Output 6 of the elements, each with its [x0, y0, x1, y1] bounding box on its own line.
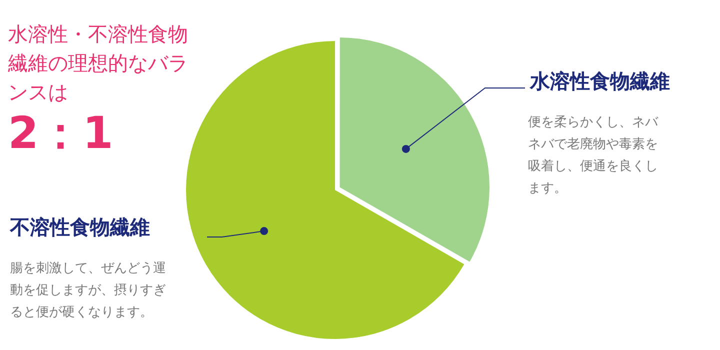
- text: 便を柔らかくし、ネバネバで老廃物や毒素を吸着し、便通を良くします。: [528, 114, 659, 198]
- slice-label: 水溶性食物繊維: [530, 68, 670, 95]
- text: 水溶性・不溶性食物繊維の理想的なバランスは: [8, 21, 189, 106]
- text: 2：1: [8, 107, 114, 161]
- slice-label: 不溶性食物繊維: [10, 214, 150, 241]
- text: 腸を刺激して、ぜんどう運動を促しますが、摂りすぎると便が硬くなります。: [10, 260, 167, 322]
